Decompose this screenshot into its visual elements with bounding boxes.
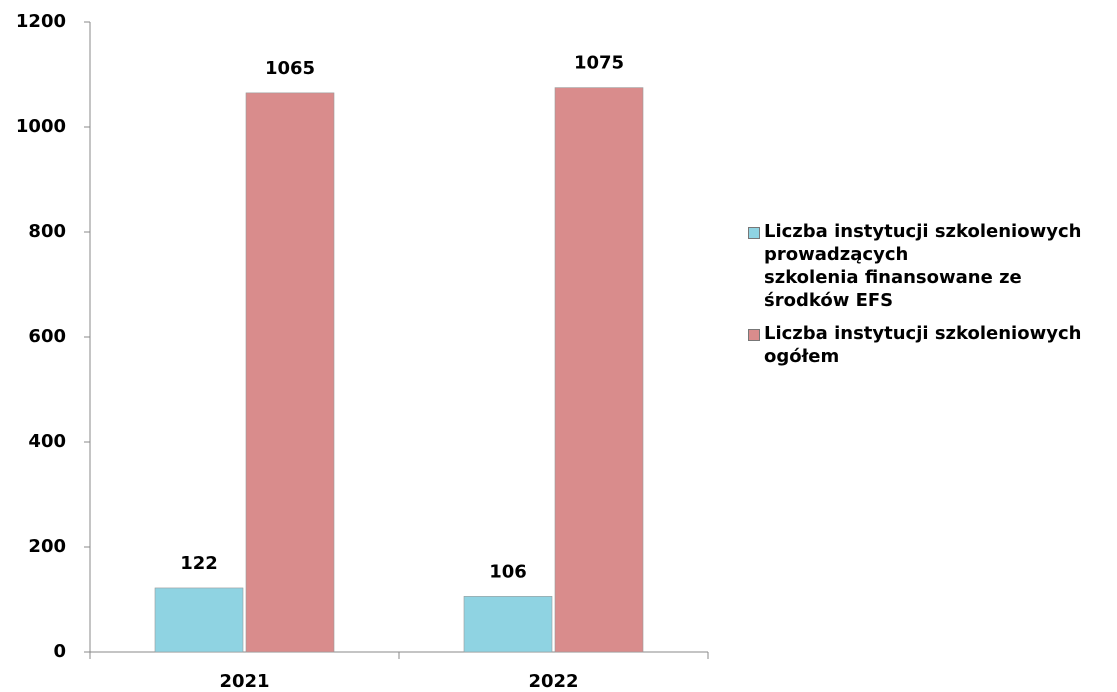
y-tick-label: 800 <box>28 221 66 242</box>
y-tick-label: 200 <box>28 536 66 557</box>
y-tick-label: 400 <box>28 431 66 452</box>
legend-swatch <box>748 329 760 341</box>
bar <box>463 596 553 653</box>
y-tick-label: 1000 <box>16 116 66 137</box>
x-tick-label: 2022 <box>528 671 578 692</box>
bar <box>554 87 644 653</box>
legend-swatch <box>748 227 760 239</box>
y-tick-label: 0 <box>53 641 66 662</box>
bar <box>154 587 244 653</box>
value-label: 1075 <box>574 53 624 74</box>
legend-label: Liczba instytucji szkoleniowych ogółem <box>764 323 1082 367</box>
value-label: 122 <box>180 553 218 574</box>
legend: Liczba instytucji szkoleniowych prowadzą… <box>748 220 1117 378</box>
bar <box>245 92 335 653</box>
value-label: 1065 <box>265 58 315 79</box>
y-tick-label: 600 <box>28 326 66 347</box>
x-tick-label: 2021 <box>219 671 269 692</box>
value-label: 106 <box>489 561 527 582</box>
legend-item: Liczba instytucji szkoleniowych ogółem <box>748 322 1117 368</box>
legend-item: Liczba instytucji szkoleniowych prowadzą… <box>748 220 1117 312</box>
y-tick-label: 1200 <box>16 11 66 32</box>
legend-label: Liczba instytucji szkoleniowych prowadzą… <box>764 221 1082 311</box>
